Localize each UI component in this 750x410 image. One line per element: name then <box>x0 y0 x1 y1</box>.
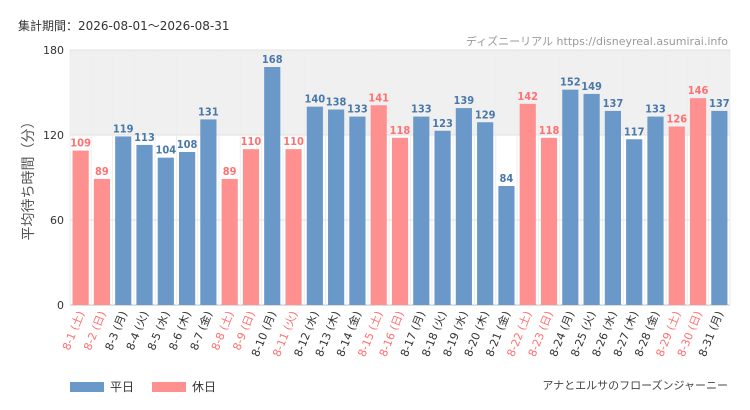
bar-26 <box>604 110 621 306</box>
bar-6 <box>179 152 196 305</box>
bar-20 <box>477 122 494 305</box>
bar-3 <box>115 136 132 305</box>
value-label-23: 118 <box>539 124 560 137</box>
legend-label-holiday: 休日 <box>192 380 217 394</box>
bar-29 <box>668 126 685 305</box>
value-label-2: 89 <box>95 165 109 178</box>
value-label-28: 133 <box>645 103 666 116</box>
bar-13 <box>328 109 345 305</box>
bar-28 <box>647 116 664 305</box>
bar-1 <box>72 150 89 305</box>
bar-23 <box>540 137 558 305</box>
value-label-24: 152 <box>560 76 581 89</box>
value-label-14: 133 <box>347 103 368 116</box>
value-label-30: 146 <box>688 84 709 97</box>
value-label-7: 131 <box>198 105 219 118</box>
bar-31 <box>711 110 728 306</box>
legend-swatch-holiday <box>152 381 187 392</box>
value-label-29: 126 <box>666 113 687 126</box>
bar-2 <box>93 178 111 305</box>
value-label-17: 133 <box>411 103 432 116</box>
highlight-band-layer <box>70 50 730 135</box>
value-label-12: 140 <box>305 93 326 106</box>
y-tick-label: 0 <box>57 299 64 312</box>
period-label: 集計期間：2026-08-01～2026-08-31 <box>18 19 230 33</box>
bar-21 <box>498 186 515 305</box>
value-label-25: 149 <box>581 80 602 93</box>
bar-11 <box>285 149 302 305</box>
value-label-5: 104 <box>155 144 176 157</box>
value-label-1: 109 <box>70 137 91 150</box>
bar-17 <box>413 116 430 305</box>
value-label-15: 141 <box>368 91 389 104</box>
value-label-3: 119 <box>113 122 134 135</box>
value-label-9: 110 <box>241 135 262 148</box>
legend-label-weekday: 平日 <box>110 380 135 394</box>
value-label-10: 168 <box>262 53 283 66</box>
bar-12 <box>306 106 323 306</box>
value-label-8: 89 <box>223 165 237 178</box>
bar-7 <box>200 119 217 306</box>
bars-layer <box>72 67 728 306</box>
bar-18 <box>434 130 451 305</box>
bar-22 <box>519 103 536 305</box>
bar-8 <box>221 178 238 305</box>
value-label-16: 118 <box>390 124 411 137</box>
value-label-19: 139 <box>454 94 475 107</box>
legend-swatch-weekday <box>70 381 104 392</box>
bar-25 <box>583 93 600 306</box>
value-label-27: 117 <box>624 125 645 138</box>
bar-24 <box>562 89 579 306</box>
highlight-band <box>70 50 730 135</box>
site-credit: ディズニーリアル https://disneyreal.asumirai.inf… <box>465 35 728 48</box>
value-label-18: 123 <box>432 117 453 130</box>
bar-14 <box>349 116 366 305</box>
bar-10 <box>264 67 281 305</box>
y-tick-label: 60 <box>50 214 64 227</box>
value-label-31: 137 <box>709 97 730 110</box>
bar-19 <box>455 108 472 305</box>
value-label-20: 129 <box>475 108 496 121</box>
x-tick-labels-layer: 8-1 (土)8-2 (日)8-3 (月)8-4 (火)8-5 (水)8-6 (… <box>60 309 726 359</box>
y-tick-labels-layer: 0 60 120 180 <box>43 44 64 312</box>
value-label-13: 138 <box>326 96 347 109</box>
legend-item-holiday: 休日 <box>152 378 216 395</box>
y-tick-label: 120 <box>43 129 64 142</box>
attraction-name: アナとエルサのフローズンジャーニー <box>542 379 728 392</box>
y-tick-label: 180 <box>43 44 64 57</box>
bar-27 <box>626 139 643 305</box>
legend: 平日 休日 <box>70 378 216 395</box>
bar-4 <box>136 144 153 305</box>
value-label-4: 113 <box>134 131 155 144</box>
bar-30 <box>689 98 707 306</box>
value-label-21: 84 <box>500 172 514 185</box>
bar-15 <box>370 105 387 305</box>
y-axis-label: 平均待ち時間（分） <box>21 115 37 241</box>
bar-16 <box>391 137 409 305</box>
bar-5 <box>157 157 174 305</box>
value-label-22: 142 <box>517 90 538 103</box>
value-label-6: 108 <box>177 138 198 151</box>
value-label-11: 110 <box>283 135 304 148</box>
value-label-26: 137 <box>603 97 624 110</box>
bar-9 <box>242 149 260 305</box>
legend-item-weekday: 平日 <box>70 378 134 395</box>
